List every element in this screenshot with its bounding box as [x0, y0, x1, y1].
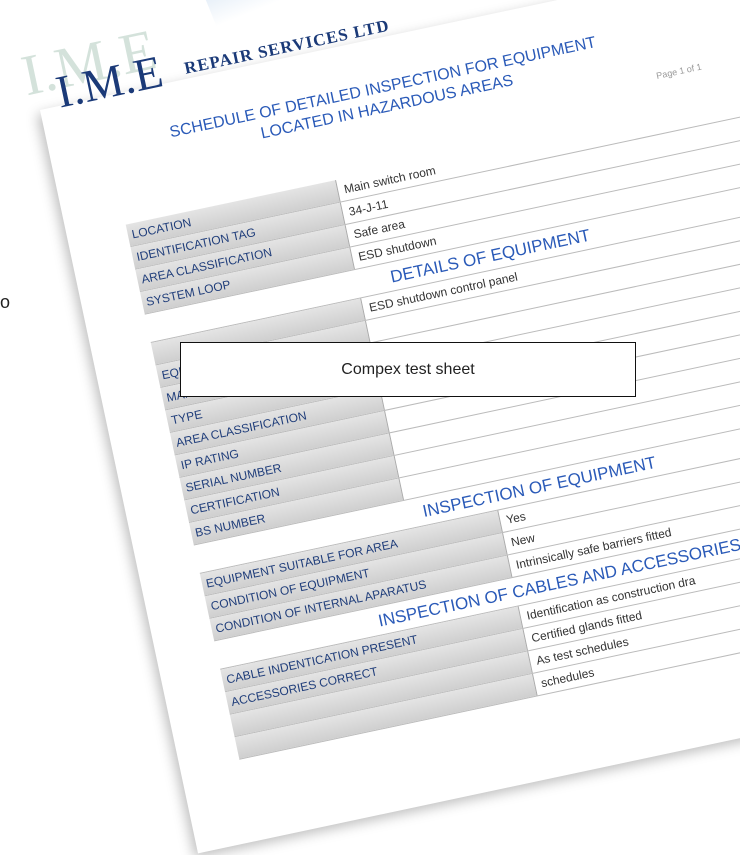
company-name: REPAIR SERVICES LTD — [183, 16, 392, 79]
tooltip: Compex test sheet — [180, 342, 636, 397]
page: o I.M.E I.M.E REPAIR SERVICES LTD SCHEDU… — [0, 0, 740, 742]
back-sheet — [194, 0, 740, 27]
side-text: o — [0, 292, 10, 313]
document-sheet: I.M.E I.M.E REPAIR SERVICES LTD SCHEDULE… — [40, 0, 740, 853]
page-number: Page 1 of 1 — [655, 62, 702, 81]
